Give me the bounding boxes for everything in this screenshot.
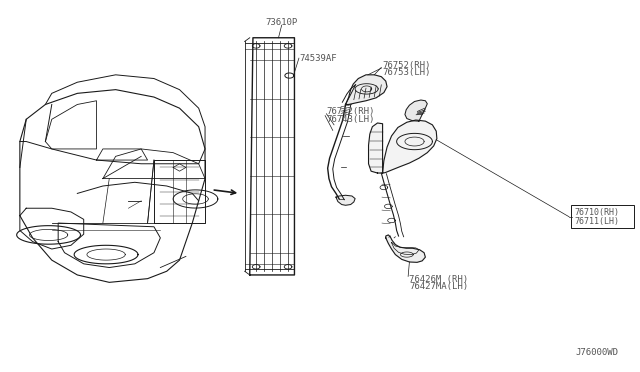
Text: 76710(RH): 76710(RH) xyxy=(575,208,620,217)
Text: 76711(LH): 76711(LH) xyxy=(575,217,620,226)
Polygon shape xyxy=(336,195,355,205)
Polygon shape xyxy=(405,100,428,121)
Text: 76427MA(LH): 76427MA(LH) xyxy=(410,282,468,291)
Polygon shape xyxy=(346,75,387,105)
Text: 76753(LH): 76753(LH) xyxy=(383,68,431,77)
Text: 76752(RH): 76752(RH) xyxy=(383,61,431,70)
Text: J76000WD: J76000WD xyxy=(576,348,619,357)
Polygon shape xyxy=(369,123,383,173)
Text: 76743(LH): 76743(LH) xyxy=(326,115,375,124)
Polygon shape xyxy=(386,235,426,262)
Text: 73610P: 73610P xyxy=(266,19,298,28)
Polygon shape xyxy=(383,120,437,173)
Text: 76426M (RH): 76426M (RH) xyxy=(410,275,468,284)
FancyBboxPatch shape xyxy=(571,205,634,228)
Text: 74539AF: 74539AF xyxy=(300,54,337,62)
Text: 76742(RH): 76742(RH) xyxy=(326,108,375,116)
